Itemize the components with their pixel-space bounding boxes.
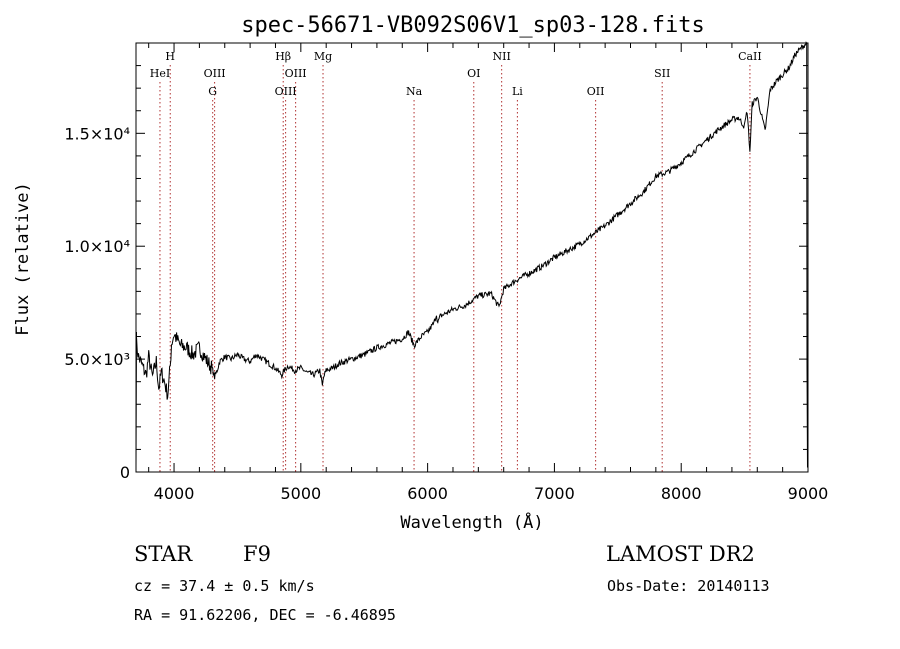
- spectral-line-label: OIII: [204, 67, 226, 80]
- spectral-line-label: H: [165, 50, 175, 63]
- plot-frame: [135, 42, 809, 473]
- spectral-line-label: OIII: [275, 85, 297, 98]
- x-tick-label: 8000: [661, 484, 702, 503]
- coordinates: RA = 91.62206, DEC = -6.46895: [134, 606, 396, 624]
- y-tick-label: 1.0×10⁴: [64, 237, 130, 256]
- spectral-line-label: OIII: [285, 67, 307, 80]
- spectral-line-label: Mg: [314, 50, 332, 63]
- x-tick-label: 9000: [788, 484, 829, 503]
- chart-title: spec-56671-VB092S06V1_sp03-128.fits: [241, 13, 705, 38]
- x-tick-label: 6000: [407, 484, 448, 503]
- spectrum-line: [135, 41, 808, 468]
- object-type: STAR: [134, 542, 193, 566]
- y-tick-label: 0: [120, 463, 130, 482]
- spectral-line-label: Na: [406, 85, 423, 98]
- y-tick-label: 1.5×10⁴: [64, 124, 130, 143]
- spectral-line-label: CaII: [738, 50, 762, 63]
- obs-date: Obs-Date: 20140113: [607, 577, 770, 595]
- redshift-value: cz = 37.4 ± 0.5 km/s: [134, 577, 315, 595]
- survey-name: LAMOST DR2: [606, 542, 755, 566]
- spectral-line-label: Li: [512, 85, 523, 98]
- spectral-line-label: OI: [467, 67, 480, 80]
- y-tick-label: 5.0×10³: [64, 350, 130, 369]
- x-axis-label: Wavelength (Å): [400, 511, 543, 533]
- spectral-line-label: SII: [654, 67, 670, 80]
- object-subclass: F9: [243, 542, 271, 566]
- spectral-line-label: Hβ: [275, 50, 291, 63]
- spectral-line-label: OII: [587, 85, 605, 98]
- y-axis-label: Flux (relative): [13, 182, 33, 336]
- spectral-line-label: G: [208, 85, 217, 98]
- plot-area: HeI H OIII G Hβ OIII OIII Mg Na OI NII Li OII SII CaII…: [64, 41, 829, 503]
- spectral-line-label: HeI: [150, 67, 170, 80]
- x-tick-label: 4000: [154, 484, 195, 503]
- x-tick-label: 7000: [534, 484, 575, 503]
- x-tick-label: 5000: [280, 484, 321, 503]
- spectral-line-label: NII: [493, 50, 511, 63]
